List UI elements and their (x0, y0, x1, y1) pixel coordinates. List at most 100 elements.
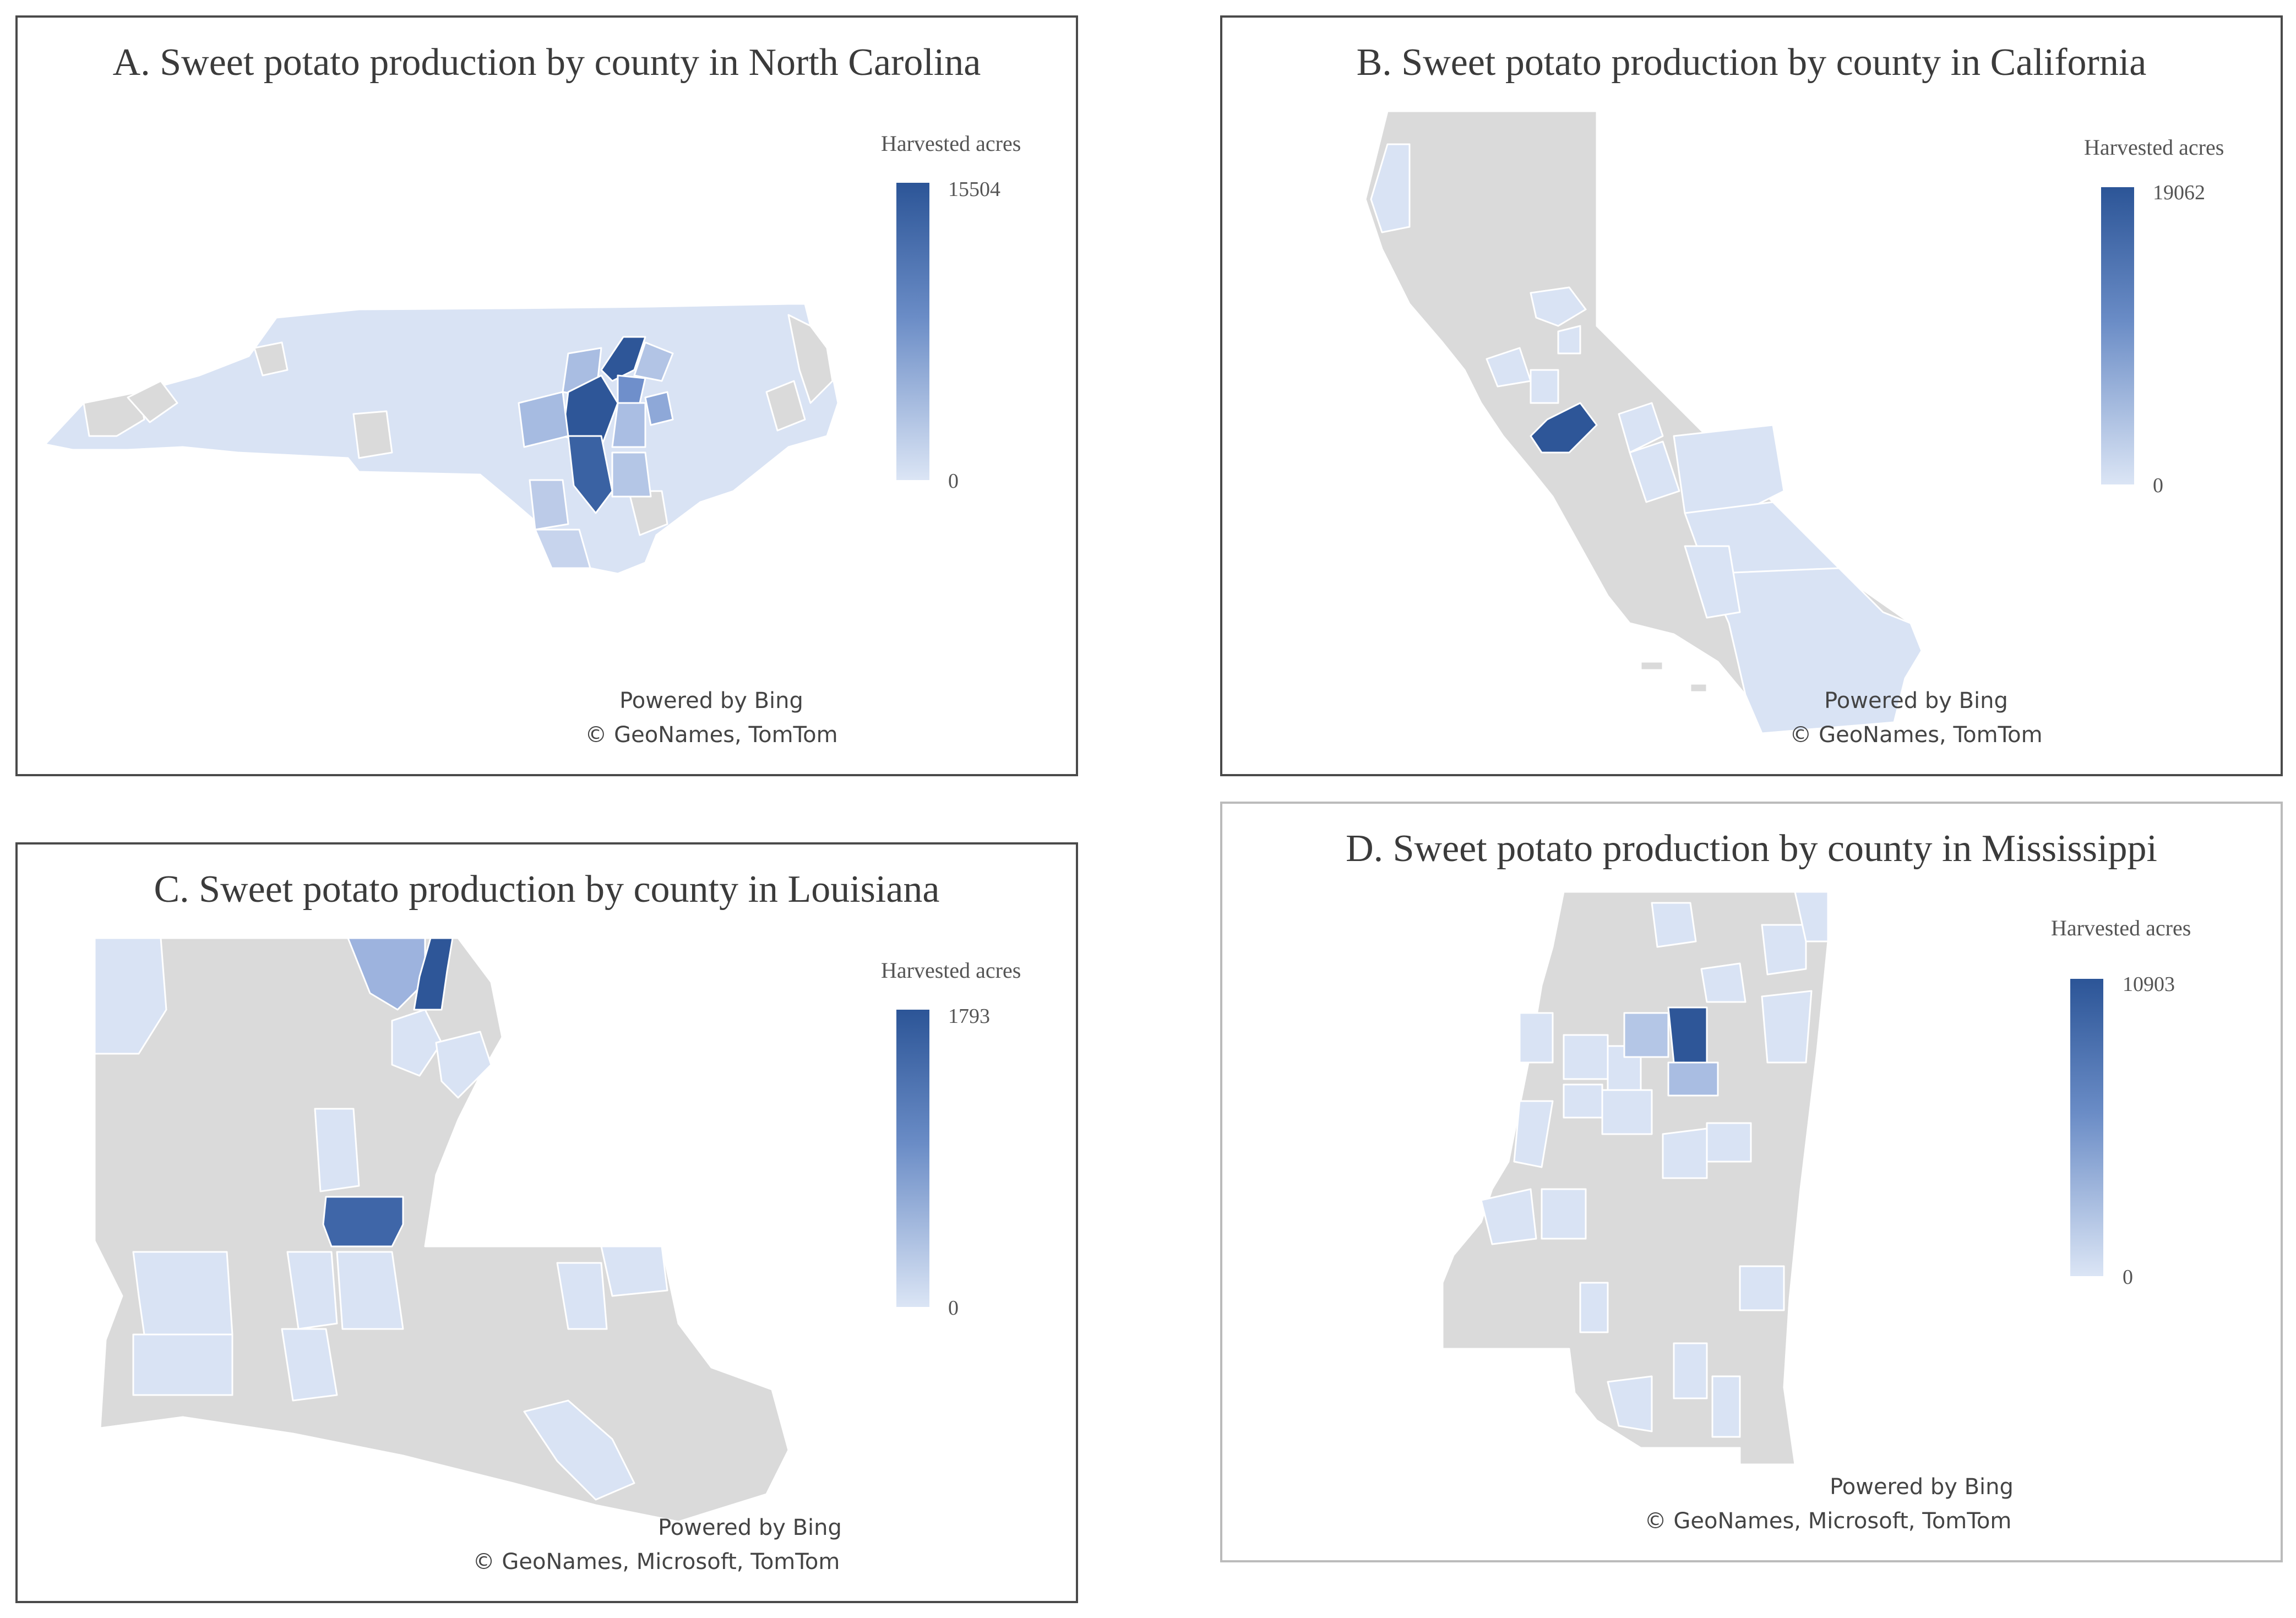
legend-color-scale (2070, 979, 2103, 1276)
county-low (1673, 424, 1785, 514)
parish-low (556, 1262, 608, 1330)
county-low (1541, 1188, 1587, 1240)
island (1640, 661, 1664, 671)
map-credit: Powered by Bing © GeoNames, TomTom (1762, 684, 2070, 752)
legend-max-value: 15504 (948, 178, 1000, 201)
county-low (1662, 1127, 1708, 1179)
legend-title: Harvested acres (881, 131, 1021, 156)
county-low (1794, 891, 1829, 943)
map-panel-louisiana: C. Sweet potato production by county in … (15, 842, 1078, 1603)
credit-attribution: © GeoNames, TomTom (1789, 722, 2043, 748)
map-panel-california: B. Sweet potato production by county in … (1220, 15, 2283, 776)
county-medium (529, 479, 569, 531)
parish-low (94, 937, 167, 1055)
parish-low (435, 1031, 492, 1099)
mississippi-county-map (1441, 891, 1829, 1466)
panel-title: B. Sweet potato production by county in … (1356, 41, 2147, 84)
county-medium (611, 402, 646, 448)
state-outline-louisiana (94, 937, 790, 1523)
legend-min-value: 0 (948, 470, 959, 493)
county-medium (644, 391, 674, 426)
legend-title: Harvested acres (881, 958, 1021, 983)
legend-color-scale (896, 1010, 929, 1307)
county-medium (633, 341, 674, 382)
legend-max-value: 1793 (948, 1005, 990, 1028)
county-low (1601, 1089, 1653, 1135)
county-medium (611, 451, 652, 498)
county-medium (617, 374, 646, 404)
map-credit: Powered by Bing © GeoNames, Microsoft, T… (447, 1511, 866, 1579)
state-outline-north-carolina (44, 303, 839, 575)
credit-powered-by: Powered by Bing (619, 688, 803, 713)
california-county-map (1364, 110, 1923, 734)
credit-powered-by: Powered by Bing (1824, 688, 2008, 713)
county-low (1519, 1012, 1554, 1064)
county-gray (787, 314, 834, 404)
county-gray (253, 341, 289, 377)
legend-title: Harvested acres (2051, 916, 2191, 940)
legend-min-value: 0 (2153, 474, 2163, 497)
parish-low (391, 1009, 443, 1077)
county-low (1706, 567, 1923, 734)
map-credit: Powered by Bing © GeoNames, TomTom (557, 684, 866, 752)
legend-min-value: 0 (948, 1296, 959, 1320)
parish-medium (347, 937, 426, 1011)
credit-powered-by: Powered by Bing (1830, 1474, 2014, 1500)
county-low (1530, 286, 1587, 327)
parish-high (322, 1196, 404, 1247)
parish-low (132, 1251, 233, 1336)
legend-max-value: 10903 (2123, 973, 2175, 996)
parish-highest (413, 937, 454, 1011)
panel-title: C. Sweet potato production by county in … (154, 868, 940, 911)
map-panel-mississippi: D. Sweet potato production by county in … (1220, 802, 2283, 1562)
county-medium (1667, 1061, 1719, 1097)
county-low (1761, 990, 1813, 1064)
county-gray (765, 380, 806, 432)
louisiana-parish-map (94, 937, 790, 1523)
county-low (1607, 1375, 1653, 1432)
parish-low (286, 1251, 338, 1330)
credit-attribution: © GeoNames, Microsoft, TomTom (1644, 1508, 2012, 1534)
county-low (1700, 962, 1747, 1003)
county-low (1706, 1122, 1752, 1163)
credit-powered-by: Powered by Bing (658, 1515, 842, 1540)
county-low (1629, 440, 1680, 503)
legend-max-value: 19062 (2153, 181, 2205, 204)
credit-attribution: © GeoNames, Microsoft, TomTom (472, 1549, 840, 1575)
parish-low (132, 1333, 233, 1396)
county-low (1684, 545, 1741, 619)
county-medium (1623, 1012, 1669, 1058)
map-panel-north-carolina: A. Sweet potato production by county in … (15, 15, 1078, 776)
county-low (1761, 924, 1807, 976)
county-gray (352, 410, 393, 459)
parish-low (281, 1328, 338, 1402)
parish-low (523, 1399, 635, 1501)
legend-color-scale (896, 183, 929, 480)
map-credit: Powered by Bing © GeoNames, Microsoft, T… (1619, 1470, 2037, 1538)
county-highest (1530, 402, 1598, 454)
north-carolina-county-map (44, 303, 839, 575)
county-gray (83, 391, 145, 437)
legend-color-scale (2101, 187, 2134, 484)
county-low (1480, 1188, 1537, 1245)
legend-title: Harvested acres (2084, 135, 2224, 160)
parish-low (336, 1251, 404, 1330)
parish-low (314, 1108, 360, 1192)
county-low (1673, 1342, 1708, 1399)
county-low (1579, 1282, 1609, 1333)
panel-title: D. Sweet potato production by county in … (1346, 827, 2157, 870)
county-highest (1667, 1006, 1708, 1064)
panel-title: A. Sweet potato production by county in … (112, 41, 981, 84)
parish-low (600, 1245, 668, 1297)
county-low (1651, 902, 1697, 948)
county-gray (127, 380, 178, 423)
county-medium (534, 529, 591, 569)
county-low (1557, 325, 1581, 355)
county-low (1513, 1100, 1554, 1168)
legend-min-value: 0 (2123, 1266, 2133, 1289)
county-highest (567, 435, 613, 514)
county-low (1711, 1375, 1741, 1438)
county-low (1530, 369, 1559, 404)
county-low (1563, 1083, 1603, 1119)
county-low (1618, 402, 1664, 454)
